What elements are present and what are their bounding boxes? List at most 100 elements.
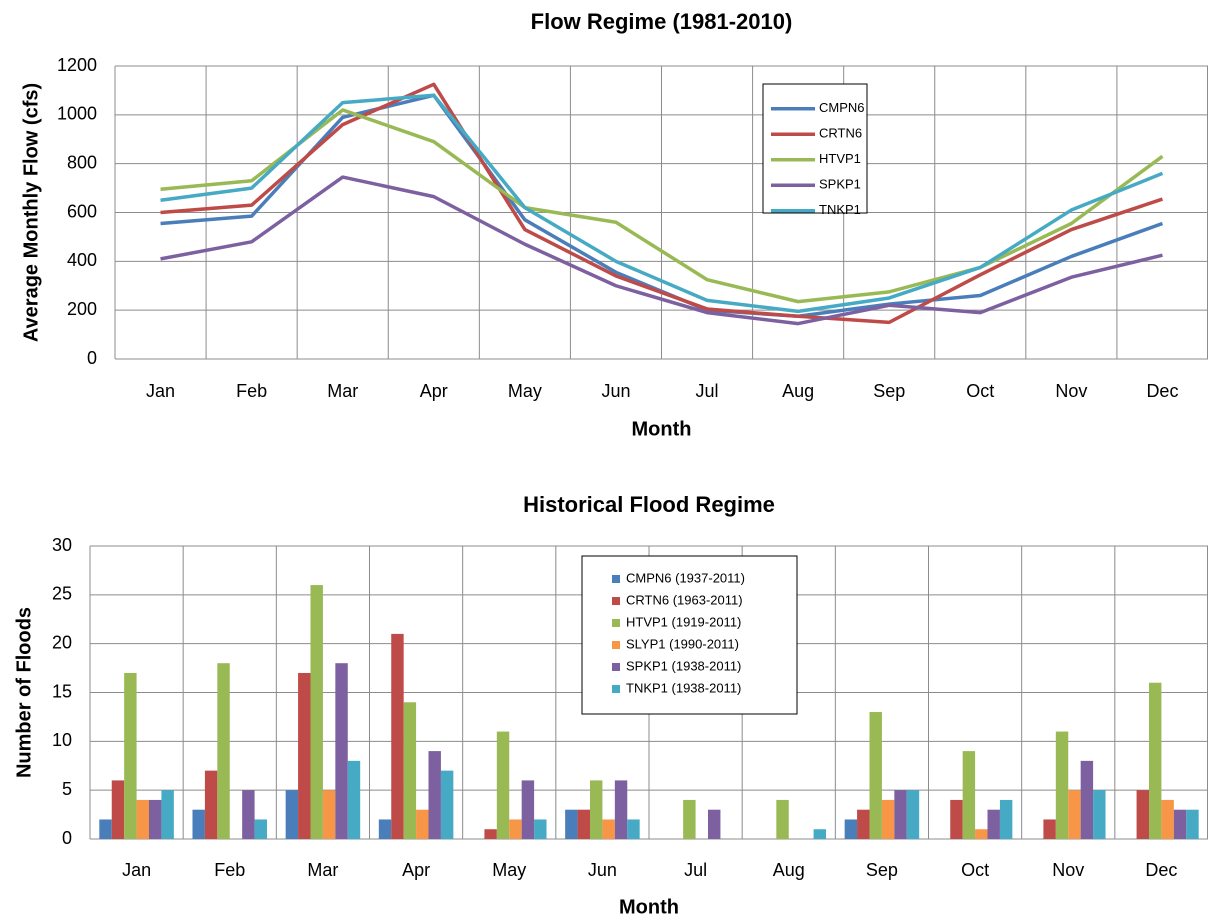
legend-swatch: [612, 619, 620, 627]
legend-label: HTVP1: [819, 151, 861, 166]
legend-label: CRTN6: [819, 126, 862, 141]
y-tick-label: 200: [67, 299, 97, 319]
bar: [1148, 682, 1162, 839]
y-tick-label: 800: [67, 152, 97, 172]
legend-label: CMPN6 (1937-2011): [626, 570, 745, 585]
x-tick-label: Nov: [1052, 860, 1084, 880]
x-tick-label: Oct: [966, 381, 994, 401]
series-line: [160, 93, 1164, 314]
bar: [975, 829, 988, 839]
x-tick-label: Jun: [588, 860, 617, 880]
x-tick-label: Jan: [122, 860, 151, 880]
bar: [1093, 790, 1106, 839]
bar: [602, 819, 615, 839]
bar: [1055, 731, 1069, 839]
bar: [378, 819, 392, 839]
y-tick-label: 10: [52, 730, 72, 750]
bar: [521, 780, 535, 839]
legend-swatch: [612, 597, 620, 605]
bar: [1068, 790, 1081, 839]
bar: [962, 751, 976, 839]
legend-label: TNKP1: [819, 202, 861, 217]
bar: [869, 712, 882, 839]
series-line: [160, 108, 1164, 304]
bar: [881, 799, 895, 839]
x-tick-label: Dec: [1145, 860, 1177, 880]
x-tick-label: May: [492, 860, 526, 880]
x-axis-title: Month: [632, 418, 692, 440]
y-tick-label: 15: [52, 681, 72, 701]
bar: [509, 819, 522, 839]
y-tick-label: 600: [67, 201, 97, 221]
bar: [124, 672, 137, 839]
bar: [857, 809, 870, 839]
bar: [161, 790, 174, 839]
bar: [614, 780, 628, 839]
x-tick-label: Feb: [214, 860, 245, 880]
bar: [192, 809, 205, 839]
bar: [254, 819, 268, 839]
x-tick-label: Dec: [1146, 381, 1178, 401]
bar: [776, 799, 789, 839]
y-tick-label: 25: [52, 584, 72, 604]
y-tick-label: 1000: [57, 104, 97, 124]
legend-label: CMPN6: [819, 100, 865, 115]
bar: [310, 585, 323, 839]
series-line: [160, 175, 1163, 326]
legend-label: TNKP1 (1938-2011): [626, 680, 741, 695]
y-tick-label: 30: [52, 535, 72, 555]
bar: [242, 790, 255, 839]
bar: [906, 790, 920, 839]
x-tick-label: Aug: [782, 381, 814, 401]
y-axis-title: Average Monthly Flow (cfs): [20, 83, 42, 342]
bar: [683, 799, 696, 839]
x-tick-label: May: [508, 381, 542, 401]
x-tick-label: Aug: [773, 860, 805, 880]
x-tick-label: Jun: [601, 381, 630, 401]
bar: [322, 790, 336, 839]
bar: [298, 672, 311, 839]
bar: [894, 790, 907, 839]
y-tick-label: 20: [52, 632, 72, 652]
bar: [1173, 809, 1187, 839]
bar: [813, 829, 827, 839]
legend-box: [762, 83, 868, 214]
bar: [1080, 760, 1094, 839]
legend-label: SPKP1: [819, 177, 861, 192]
bar: [1043, 819, 1056, 839]
y-tick-label: 1200: [57, 55, 97, 75]
bar: [335, 663, 348, 839]
x-tick-label: Apr: [402, 860, 430, 880]
y-tick-label: 0: [87, 348, 97, 368]
legend-swatch: [612, 575, 620, 583]
bar: [347, 760, 361, 839]
x-axis-title: Month: [619, 896, 679, 918]
y-tick-label: 0: [62, 828, 72, 848]
bar: [496, 731, 510, 839]
chart-title: Historical Flood Regime: [523, 492, 775, 517]
legend-label: HTVP1 (1919-2011): [626, 614, 741, 629]
legend-swatch: [612, 685, 620, 693]
bar: [149, 799, 162, 839]
series-line: [160, 82, 1164, 325]
bar: [577, 809, 590, 839]
bar: [1161, 799, 1174, 839]
bar: [136, 799, 150, 839]
bar: [844, 819, 858, 839]
y-axis-title: Number of Floods: [13, 607, 35, 778]
bar: [391, 633, 404, 839]
x-tick-label: Feb: [236, 381, 267, 401]
x-tick-label: Jul: [696, 381, 719, 401]
x-tick-label: Mar: [327, 381, 358, 401]
bar: [627, 819, 640, 839]
bar: [708, 809, 721, 839]
chart-title: Flow Regime (1981-2010): [531, 9, 793, 34]
bar: [285, 790, 299, 839]
x-tick-label: Jan: [146, 381, 175, 401]
x-tick-label: Sep: [873, 381, 905, 401]
bar: [204, 770, 218, 839]
bar: [987, 809, 1000, 839]
x-tick-label: Mar: [307, 860, 338, 880]
x-tick-label: Sep: [866, 860, 898, 880]
legend-label: SPKP1 (1938-2011): [626, 658, 741, 673]
